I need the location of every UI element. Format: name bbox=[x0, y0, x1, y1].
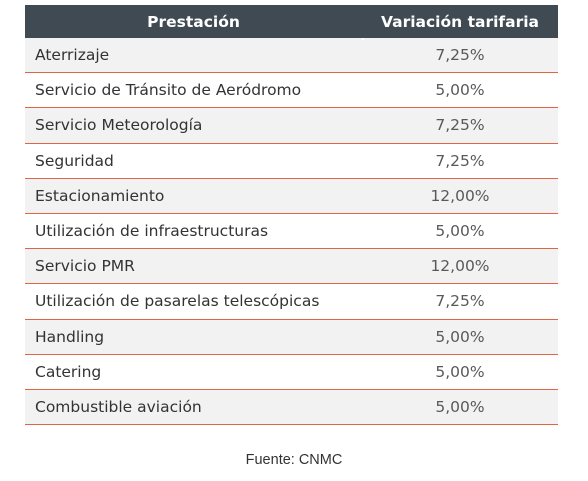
row-value: 7,25% bbox=[435, 46, 485, 65]
row-name: Servicio Meteorología bbox=[35, 116, 203, 135]
table-header: Prestación Variación tarifaria bbox=[25, 5, 558, 40]
table-row: Servicio de Tránsito de Aeródromo 5,00% bbox=[25, 73, 558, 109]
row-value: 5,00% bbox=[435, 362, 485, 381]
row-name: Catering bbox=[35, 362, 102, 381]
row-value: 5,00% bbox=[435, 222, 485, 241]
row-value: 5,00% bbox=[435, 327, 485, 346]
tariff-table: Prestación Variación tarifaria Aterrizaj… bbox=[25, 5, 558, 426]
row-name: Servicio de Tránsito de Aeródromo bbox=[35, 81, 302, 100]
table-row: Servicio PMR 12,00% bbox=[25, 249, 558, 285]
row-name: Servicio PMR bbox=[35, 257, 135, 276]
table-row: Estacionamiento 12,00% bbox=[25, 178, 558, 214]
row-name: Combustible aviación bbox=[35, 397, 202, 416]
row-name: Utilización de pasarelas telescópicas bbox=[35, 292, 320, 311]
source-caption: Fuente: CNMC bbox=[245, 452, 343, 468]
row-name: Estacionamiento bbox=[35, 186, 165, 205]
row-name: Handling bbox=[35, 327, 105, 346]
table-row: Handling 5,00% bbox=[25, 319, 558, 355]
row-value: 7,25% bbox=[435, 116, 485, 135]
row-value: 7,25% bbox=[435, 292, 485, 311]
table-row: Catering 5,00% bbox=[25, 355, 558, 390]
table-row: Aterrizaje 7,25% bbox=[25, 38, 558, 74]
table-row: Seguridad 7,25% bbox=[25, 144, 558, 179]
column-header-variacion: Variación tarifaria bbox=[362, 13, 558, 40]
table-row: Utilización de infraestructuras 5,00% bbox=[25, 214, 558, 250]
row-name: Utilización de infraestructuras bbox=[35, 222, 269, 241]
row-value: 5,00% bbox=[435, 81, 485, 100]
table-row: Combustible aviación 5,00% bbox=[25, 389, 558, 426]
row-name: Seguridad bbox=[35, 151, 114, 170]
row-name: Aterrizaje bbox=[35, 46, 110, 65]
row-value: 5,00% bbox=[435, 397, 485, 416]
row-value: 12,00% bbox=[430, 257, 490, 276]
table-row: Servicio Meteorología 7,25% bbox=[25, 108, 558, 144]
table-row: Utilización de pasarelas telescópicas 7,… bbox=[25, 284, 558, 320]
column-header-prestacion: Prestación bbox=[147, 12, 240, 31]
row-value: 7,25% bbox=[435, 151, 485, 170]
row-value: 12,00% bbox=[430, 186, 490, 205]
